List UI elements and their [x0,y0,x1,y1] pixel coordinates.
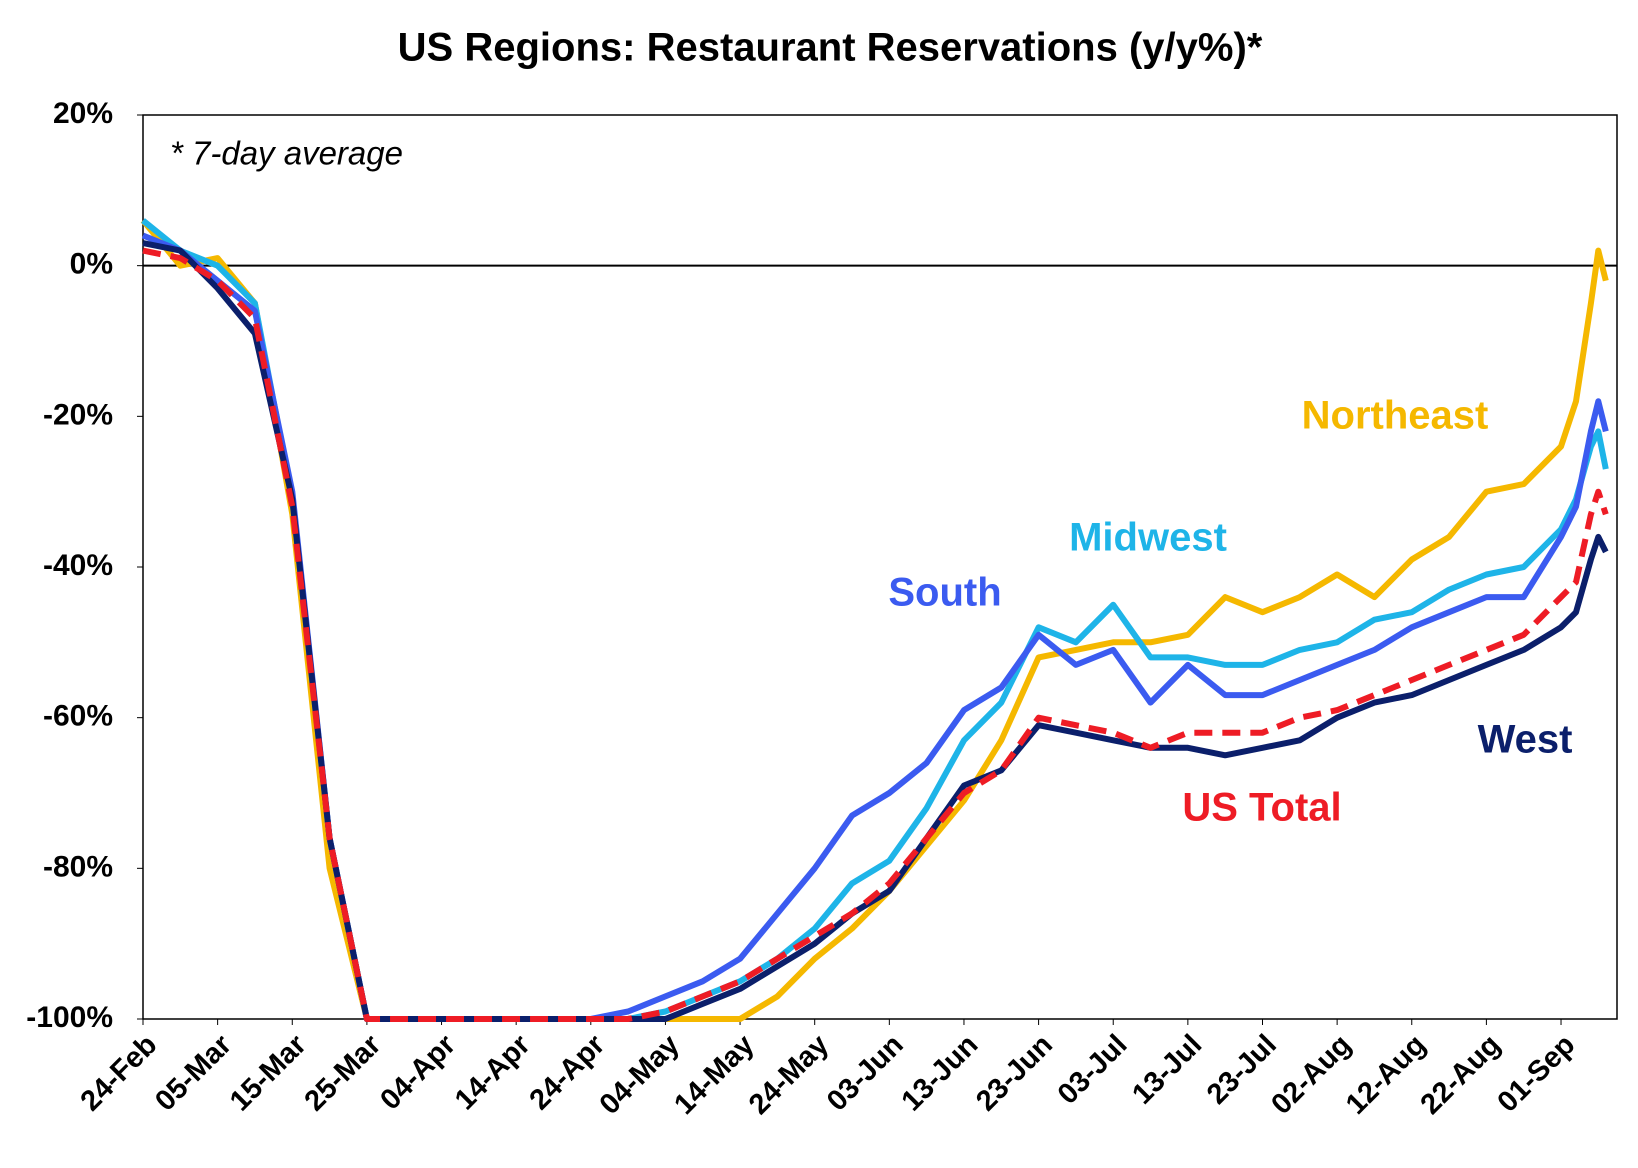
x-tick-label: 15-Mar [224,1029,313,1118]
x-tick-label: 22-Aug [1415,1029,1507,1121]
x-tick-label: 14-May [668,1029,760,1121]
legend-label: Northeast [1302,394,1489,438]
x-tick-label: 25-Mar [299,1029,388,1118]
y-tick-label: -80% [43,850,113,883]
y-tick-label: 20% [53,97,113,130]
x-tick-label: 02-Aug [1265,1029,1357,1121]
annotation: * 7-day average [170,135,403,172]
legend-label: West [1478,718,1573,762]
x-tick-label: 03-Jul [1052,1029,1134,1111]
x-tick-label: 12-Aug [1340,1029,1432,1121]
x-tick-label: 13-Jul [1126,1029,1208,1111]
x-tick-label: 23-Jun [970,1029,1059,1118]
plot-area [142,114,1618,1020]
x-tick-label: 13-Jun [896,1029,985,1118]
x-tick-label: 24-May [743,1029,835,1121]
chart-title: US Regions: Restaurant Reservations (y/y… [398,26,1263,70]
series-line [142,247,1609,1022]
y-tick-label: -20% [43,398,113,431]
y-tick-label: -100% [26,1001,113,1034]
x-tick-label: 24-Feb [75,1029,164,1118]
x-tick-label: 05-Mar [149,1029,238,1118]
x-tick-label: 01-Sep [1492,1029,1582,1119]
legend-label: South [888,571,1001,615]
series-line [142,240,1609,1022]
x-tick-label: 04-May [594,1029,686,1121]
x-tick-label: 14-Apr [449,1029,537,1117]
legend-label: US Total [1182,786,1341,830]
legend-label: Midwest [1069,516,1227,560]
y-tick-label: -60% [43,700,113,733]
x-tick-label: 03-Jun [821,1029,910,1118]
x-tick-label: 04-Apr [374,1029,462,1117]
y-tick-label: -40% [43,549,113,582]
y-tick-label: 0% [70,248,113,281]
